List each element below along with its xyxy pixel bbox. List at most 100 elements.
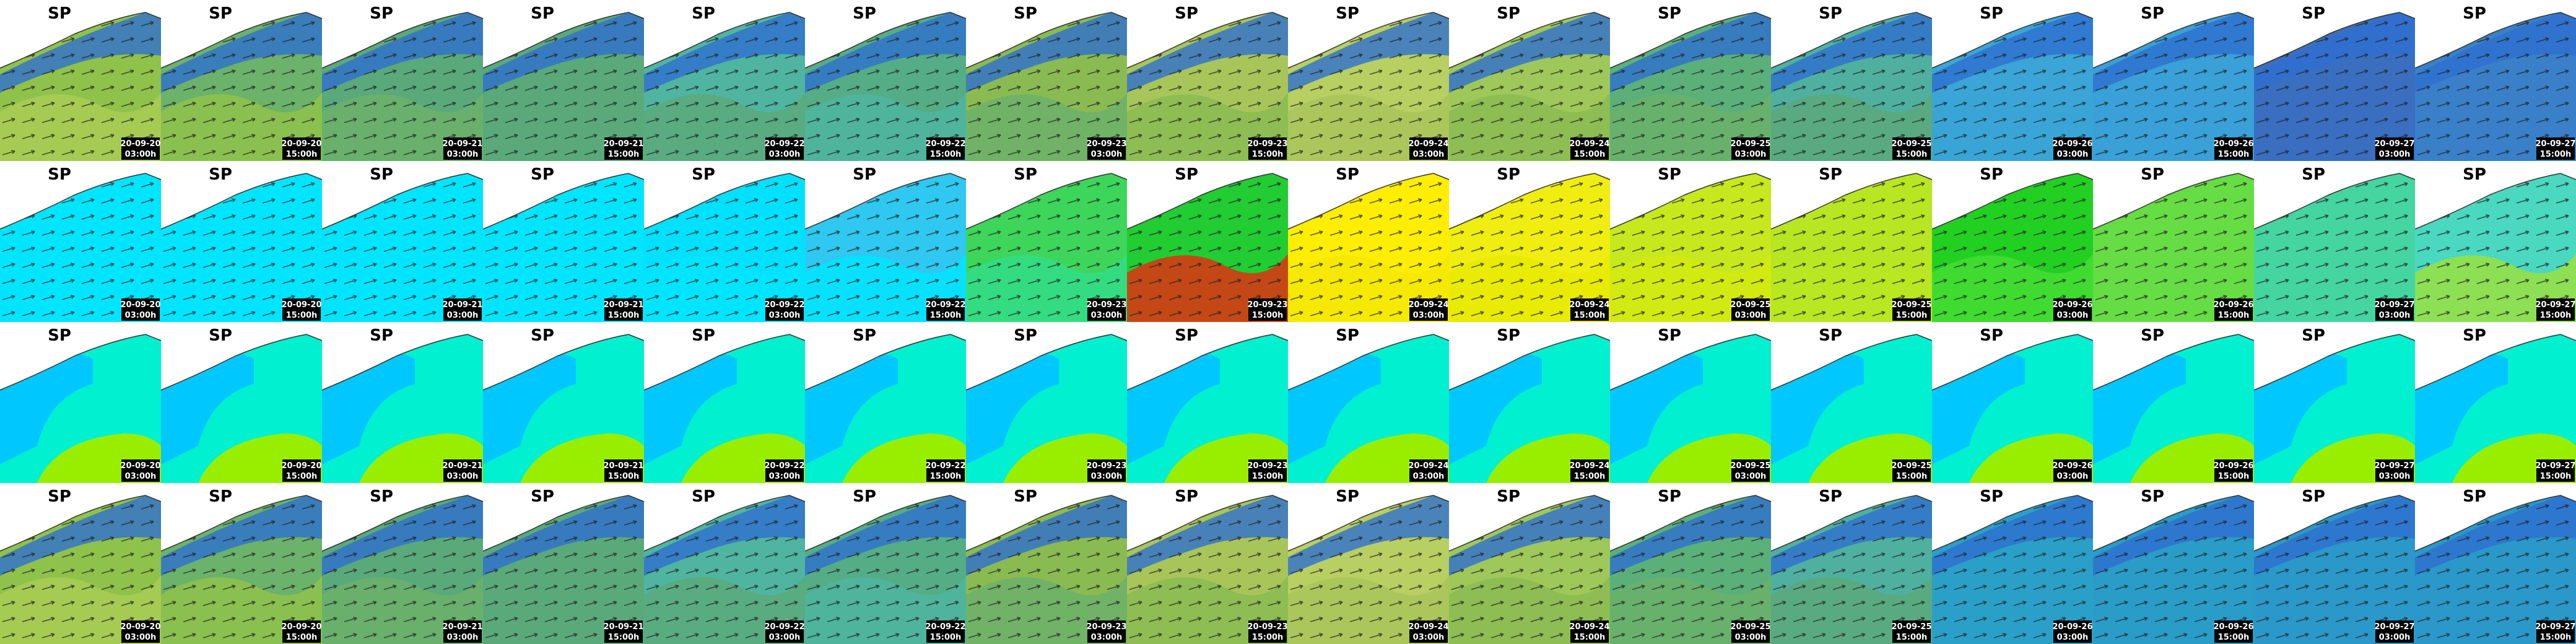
map-title: SP [48,4,71,23]
date-box [926,459,965,482]
land [1449,0,1610,68]
land [1932,322,2093,390]
land [644,0,805,68]
date-label: 20-09-25 [1730,300,1770,310]
map-title: SP [1014,4,1037,23]
coastline [1609,495,1772,552]
land [322,0,483,68]
map-title: SP [1497,165,1520,184]
coastline [1126,334,1289,391]
time-label: 15:00h [2218,633,2250,642]
land [322,161,483,229]
date-label: 20-09-20 [120,139,160,149]
date-box [2536,459,2575,482]
map-title: SP [2463,165,2486,184]
map-title: SP [1175,165,1198,184]
date-label: 20-09-22 [925,300,965,310]
time-label: 03:00h [1735,150,1767,159]
map-title: SP [692,487,715,506]
map-title: SP [1980,4,2003,23]
date-box [1892,298,1931,321]
date-box [1731,298,1770,321]
map-title: SP [48,326,71,345]
time-label: 03:00h [125,150,157,159]
coastline [0,12,162,69]
coastline [804,334,967,391]
date-box [121,620,160,643]
date-label: 20-09-24 [1569,461,1609,471]
land [0,0,161,68]
coastline [1448,12,1611,69]
time-label: 03:00h [1413,311,1445,320]
time-label: 15:00h [608,311,640,320]
land [966,483,1127,551]
time-label: 03:00h [2379,472,2411,481]
coastline [321,173,484,230]
date-box [2536,137,2575,160]
coastline [2414,334,2576,391]
map-title: SP [1658,326,1681,345]
time-label: 15:00h [286,150,318,159]
date-label: 20-09-26 [2052,461,2092,471]
date-box [2536,620,2575,643]
time-label: 03:00h [2057,311,2089,320]
date-label: 20-09-27 [2535,139,2575,149]
date-label: 20-09-22 [764,461,804,471]
date-label: 20-09-23 [1247,300,1287,310]
coastline [1931,334,2094,391]
date-label: 20-09-23 [1086,300,1126,310]
coastline [1770,334,1933,391]
land [161,483,322,551]
coastline [2253,173,2416,230]
time-label: 15:00h [2540,150,2572,159]
map-title: SP [1658,165,1681,184]
land [161,322,322,390]
shallow-zone [1449,353,1542,464]
map-title: SP [1819,4,1842,23]
time-label: 15:00h [1896,311,1928,320]
date-box [2375,298,2414,321]
date-label: 20-09-21 [603,300,643,310]
time-label: 03:00h [447,311,479,320]
coastline [2414,12,2576,69]
date-box [1570,137,1609,160]
land [1127,0,1288,68]
date-label: 20-09-22 [764,300,804,310]
date-label: 20-09-24 [1569,300,1609,310]
date-box [765,298,804,321]
date-box [443,137,482,160]
time-label: 15:00h [608,633,640,642]
date-box [2536,298,2575,321]
time-label: 03:00h [2379,633,2411,642]
date-label: 20-09-24 [1569,139,1609,149]
coastline [643,334,806,391]
coastline [1287,334,1450,391]
shallow-zone [2415,353,2508,464]
coastline [0,173,162,230]
coastline [482,334,645,391]
time-label: 15:00h [1574,311,1606,320]
coastline [321,495,484,552]
land [1449,161,1610,229]
